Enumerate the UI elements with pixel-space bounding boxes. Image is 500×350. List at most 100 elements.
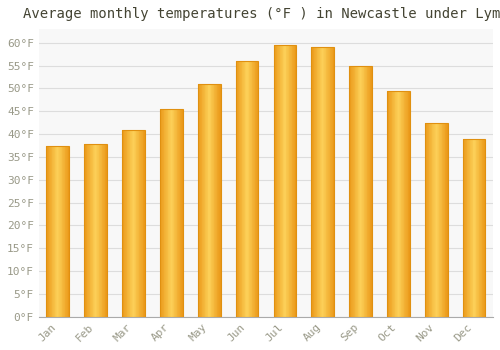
Bar <box>140 130 141 317</box>
Bar <box>209 84 210 317</box>
Bar <box>482 139 483 317</box>
Bar <box>319 47 320 317</box>
Bar <box>236 61 237 317</box>
Bar <box>358 65 359 317</box>
Bar <box>287 45 288 317</box>
Bar <box>84 144 107 317</box>
Bar <box>471 139 472 317</box>
Bar <box>316 47 318 317</box>
Bar <box>137 130 138 317</box>
Bar <box>160 109 182 317</box>
Bar <box>257 61 258 317</box>
Bar <box>470 139 471 317</box>
Bar <box>278 45 279 317</box>
Bar <box>132 130 134 317</box>
Bar <box>123 130 124 317</box>
Bar <box>399 91 400 317</box>
Bar <box>324 47 325 317</box>
Bar <box>53 146 54 317</box>
Bar <box>125 130 126 317</box>
Bar <box>434 123 435 317</box>
Bar <box>398 91 399 317</box>
Bar <box>464 139 465 317</box>
Bar <box>215 84 216 317</box>
Bar <box>329 47 330 317</box>
Bar <box>366 65 368 317</box>
Bar <box>68 146 69 317</box>
Bar <box>244 61 246 317</box>
Bar <box>443 123 444 317</box>
Bar <box>474 139 475 317</box>
Bar <box>122 130 123 317</box>
Bar <box>349 65 350 317</box>
Bar <box>213 84 214 317</box>
Bar <box>160 109 162 317</box>
Bar <box>279 45 280 317</box>
Bar <box>95 144 96 317</box>
Bar <box>59 146 60 317</box>
Bar <box>216 84 218 317</box>
Bar <box>426 123 427 317</box>
Bar <box>52 146 53 317</box>
Bar <box>167 109 168 317</box>
Bar <box>246 61 247 317</box>
Bar <box>328 47 329 317</box>
Bar <box>326 47 328 317</box>
Bar <box>46 146 69 317</box>
Bar <box>325 47 326 317</box>
Bar <box>349 65 372 317</box>
Bar <box>286 45 287 317</box>
Bar <box>198 84 200 317</box>
Title: Average monthly temperatures (°F ) in Newcastle under Lyme: Average monthly temperatures (°F ) in Ne… <box>23 7 500 21</box>
Bar <box>294 45 296 317</box>
Bar <box>54 146 56 317</box>
Bar <box>282 45 284 317</box>
Bar <box>126 130 128 317</box>
Bar <box>475 139 476 317</box>
Bar <box>274 45 275 317</box>
Bar <box>178 109 179 317</box>
Bar <box>201 84 202 317</box>
Bar <box>432 123 433 317</box>
Bar <box>350 65 352 317</box>
Bar <box>141 130 142 317</box>
Bar <box>368 65 369 317</box>
Bar <box>284 45 285 317</box>
Bar <box>67 146 68 317</box>
Bar <box>88 144 89 317</box>
Bar <box>281 45 282 317</box>
Bar <box>476 139 477 317</box>
Bar <box>163 109 164 317</box>
Bar <box>66 146 67 317</box>
Bar <box>463 139 485 317</box>
Bar <box>165 109 166 317</box>
Bar <box>176 109 178 317</box>
Bar <box>84 144 85 317</box>
Bar <box>98 144 100 317</box>
Bar <box>207 84 208 317</box>
Bar <box>135 130 136 317</box>
Bar <box>96 144 97 317</box>
Bar <box>61 146 62 317</box>
Bar <box>63 146 64 317</box>
Bar <box>202 84 203 317</box>
Bar <box>322 47 324 317</box>
Bar <box>292 45 293 317</box>
Bar <box>446 123 447 317</box>
Bar <box>425 123 426 317</box>
Bar <box>362 65 363 317</box>
Bar <box>131 130 132 317</box>
Bar <box>274 45 296 317</box>
Bar <box>369 65 370 317</box>
Bar <box>409 91 410 317</box>
Bar <box>480 139 481 317</box>
Bar <box>484 139 486 317</box>
Bar <box>483 139 484 317</box>
Bar <box>100 144 101 317</box>
Bar <box>370 65 371 317</box>
Bar <box>391 91 392 317</box>
Bar <box>241 61 242 317</box>
Bar <box>359 65 360 317</box>
Bar <box>134 130 135 317</box>
Bar <box>472 139 474 317</box>
